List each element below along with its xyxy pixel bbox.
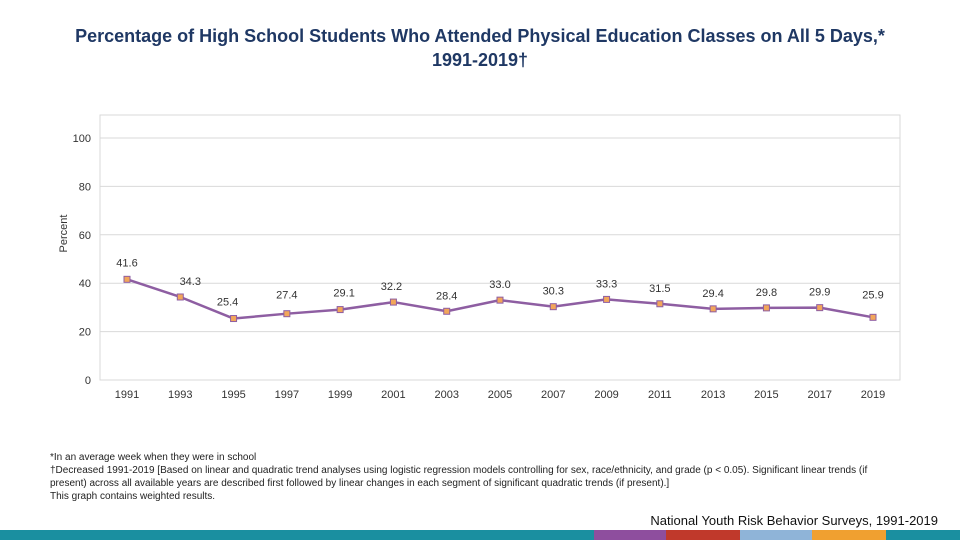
bottom-bar-segment-2 — [594, 530, 666, 540]
bottom-bar-segment-3 — [666, 530, 740, 540]
data-label-2011: 31.5 — [649, 283, 670, 295]
source-credit: National Youth Risk Behavior Surveys, 19… — [650, 513, 938, 528]
data-point-2015 — [762, 304, 770, 312]
x-tick-label-1997: 1997 — [275, 389, 299, 401]
footnote-weighted: This graph contains weighted results. — [50, 491, 216, 502]
x-tick-label-2019: 2019 — [861, 389, 885, 401]
data-point-1993 — [176, 293, 184, 301]
footnotes: *In an average week when they were in sc… — [50, 451, 890, 503]
y-tick-label-100: 100 — [73, 133, 91, 145]
data-label-2009: 33.3 — [596, 278, 617, 290]
data-point-1991 — [123, 275, 131, 283]
y-tick-label-20: 20 — [79, 327, 91, 339]
data-point-2009 — [603, 295, 611, 303]
chart-title-line-2: 1991-2019† — [431, 50, 529, 70]
data-label-1991: 41.6 — [116, 257, 137, 269]
footnote-dagger: †Decreased 1991-2019 [Based on linear an… — [50, 465, 868, 489]
x-tick-label-2011: 2011 — [648, 389, 672, 401]
data-point-1997 — [283, 310, 291, 318]
plot-area — [99, 114, 901, 381]
data-point-2003 — [443, 307, 451, 315]
bottom-bar-segment-5 — [812, 530, 886, 540]
x-tick-label-1999: 1999 — [328, 389, 352, 401]
y-tick-label-80: 80 — [79, 181, 91, 193]
bottom-bar-segment-1 — [0, 530, 594, 540]
data-labels: 41.6 34.3 25.4 27.4 29.1 32.2 28.4 33.0 30.3 33.3… — [116, 257, 883, 308]
y-axis-ticks: 0 20 40 60 80 100 — [73, 133, 91, 387]
data-label-2007: 30.3 — [543, 286, 564, 298]
y-axis-label: Percent — [58, 215, 70, 253]
x-tick-label-2007: 2007 — [541, 389, 565, 401]
data-label-2019: 25.9 — [862, 289, 883, 301]
data-label-2001: 32.2 — [381, 281, 402, 293]
data-label-1995: 25.4 — [217, 297, 238, 309]
footnote-asterisk: *In an average week when they were in sc… — [50, 452, 257, 463]
x-tick-label-2005: 2005 — [488, 389, 512, 401]
data-point-2017 — [816, 304, 824, 312]
x-axis-ticks: 1991 1993 1995 1997 1999 2001 2003 2005 2007 2009… — [115, 389, 885, 401]
gridlines — [100, 137, 900, 333]
x-tick-label-1991: 1991 — [115, 389, 139, 401]
chart-title-line-1: Percentage of High School Students Who A… — [75, 26, 885, 46]
x-tick-label-2013: 2013 — [701, 389, 725, 401]
plot-border — [99, 114, 901, 381]
data-markers — [123, 275, 877, 323]
data-point-1995 — [230, 315, 238, 323]
bottom-color-bar — [0, 530, 960, 540]
x-tick-label-2017: 2017 — [807, 389, 831, 401]
y-tick-label-40: 40 — [79, 278, 91, 290]
data-point-2011 — [656, 300, 664, 308]
x-tick-label-2015: 2015 — [754, 389, 778, 401]
data-label-1999: 29.1 — [333, 288, 354, 300]
x-tick-label-1995: 1995 — [221, 389, 245, 401]
data-point-2013 — [709, 305, 717, 313]
data-label-1997: 27.4 — [276, 290, 297, 302]
bottom-bar-segment-4 — [740, 530, 812, 540]
y-tick-label-60: 60 — [79, 230, 91, 242]
x-tick-label-2009: 2009 — [594, 389, 618, 401]
x-tick-label-1993: 1993 — [168, 389, 192, 401]
data-point-1999 — [336, 306, 344, 314]
chart-title: Percentage of High School Students Who A… — [0, 24, 960, 72]
data-label-2013: 29.4 — [702, 288, 723, 300]
data-label-2015: 29.8 — [756, 287, 777, 299]
data-point-2001 — [389, 298, 397, 306]
y-tick-label-0: 0 — [85, 375, 91, 387]
data-point-2005 — [496, 296, 504, 304]
data-label-1993: 34.3 — [180, 276, 201, 288]
x-tick-label-2001: 2001 — [381, 389, 405, 401]
data-point-2019 — [869, 313, 877, 321]
x-tick-label-2003: 2003 — [434, 389, 458, 401]
data-point-2007 — [549, 303, 557, 311]
data-label-2017: 29.9 — [809, 287, 830, 299]
data-label-2003: 28.4 — [436, 290, 457, 302]
bottom-bar-segment-6 — [886, 530, 960, 540]
data-label-2005: 33.0 — [489, 279, 510, 291]
